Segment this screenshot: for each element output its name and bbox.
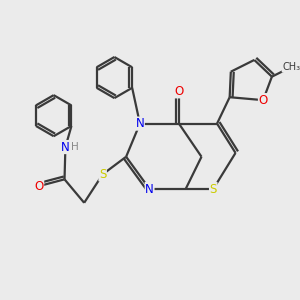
Text: H: H bbox=[71, 142, 79, 152]
Text: S: S bbox=[99, 168, 106, 181]
Text: O: O bbox=[34, 180, 43, 193]
Text: N: N bbox=[136, 117, 144, 130]
Text: S: S bbox=[209, 182, 217, 196]
Text: N: N bbox=[145, 182, 154, 196]
Text: N: N bbox=[61, 141, 70, 154]
Text: O: O bbox=[259, 94, 268, 106]
Text: O: O bbox=[174, 85, 184, 98]
Text: CH₃: CH₃ bbox=[282, 62, 300, 72]
